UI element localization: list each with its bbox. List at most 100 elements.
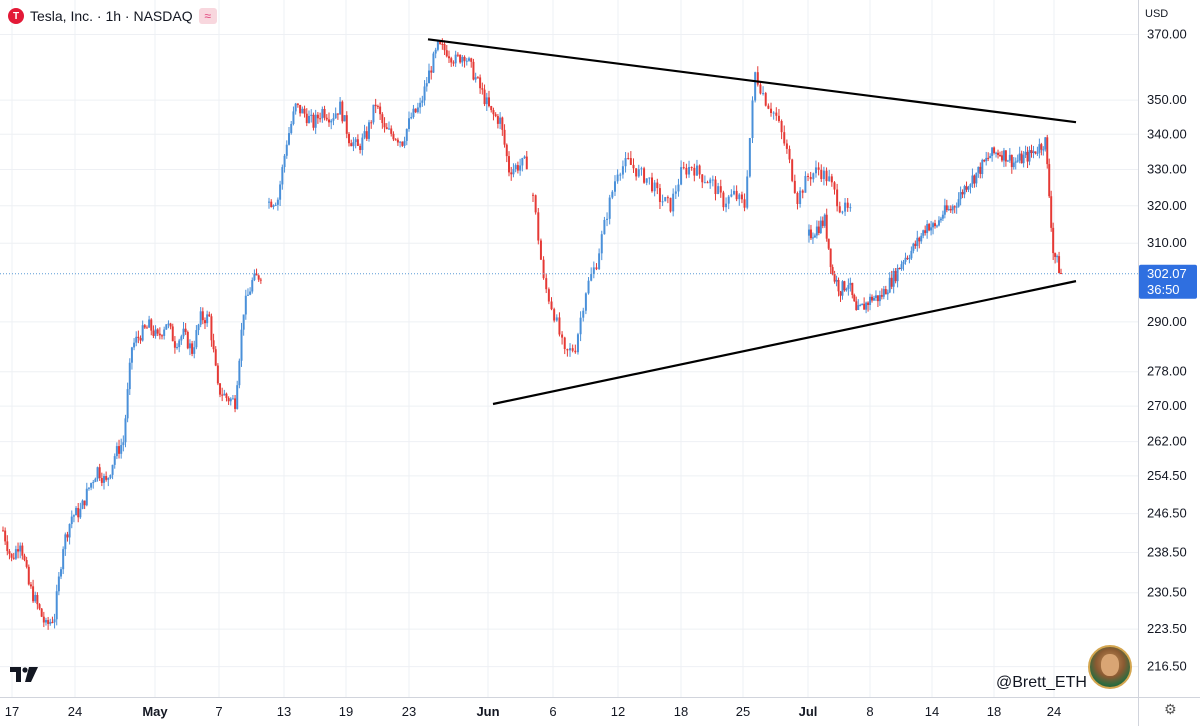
candle-down bbox=[846, 198, 849, 212]
candle-up bbox=[90, 482, 93, 491]
candle-down bbox=[365, 126, 368, 141]
candle-up bbox=[354, 137, 357, 149]
candle-body bbox=[308, 115, 310, 124]
candle-up bbox=[60, 566, 63, 580]
candle-body bbox=[943, 205, 946, 215]
candle-body bbox=[368, 122, 370, 139]
candle-up bbox=[405, 128, 408, 146]
candle-body bbox=[414, 108, 417, 113]
candle-down bbox=[1040, 142, 1043, 156]
candle-body bbox=[991, 147, 994, 156]
candle-body bbox=[42, 616, 45, 623]
settings-gear-icon[interactable]: ⚙ bbox=[1164, 701, 1177, 717]
candle-body bbox=[558, 317, 561, 335]
candle-body bbox=[102, 476, 105, 483]
candle-body bbox=[87, 487, 90, 489]
candle-up bbox=[955, 202, 958, 214]
candle-body bbox=[930, 227, 933, 231]
candle-up bbox=[738, 193, 741, 206]
candle-up bbox=[730, 189, 733, 198]
candle-down bbox=[40, 607, 43, 618]
candle-up bbox=[485, 92, 488, 111]
candle-up bbox=[957, 192, 960, 208]
candle-body bbox=[584, 293, 587, 311]
candle-body bbox=[865, 302, 868, 310]
candle-up bbox=[70, 510, 73, 529]
candle-down bbox=[137, 330, 140, 344]
candle-up bbox=[772, 111, 775, 120]
y-tick-label: 270.00 bbox=[1147, 398, 1187, 413]
candle-up bbox=[182, 322, 185, 340]
candle-body bbox=[253, 273, 256, 281]
candle-up bbox=[1006, 159, 1009, 162]
candle-down bbox=[325, 114, 328, 122]
candle-up bbox=[163, 326, 166, 340]
candle-body bbox=[120, 445, 123, 454]
candle-body bbox=[234, 398, 237, 409]
candle-down bbox=[740, 191, 743, 204]
candle-down bbox=[385, 123, 388, 130]
candle-down bbox=[894, 267, 897, 284]
candle-body bbox=[251, 280, 254, 292]
candle-body bbox=[839, 291, 842, 296]
candle-body bbox=[354, 139, 357, 143]
candle-up bbox=[120, 438, 123, 459]
candle-down bbox=[503, 124, 506, 148]
candle-body bbox=[434, 49, 437, 54]
candle-down bbox=[390, 125, 393, 137]
candle-body bbox=[305, 113, 308, 124]
candle-up bbox=[167, 320, 170, 329]
tradingview-logo-icon[interactable] bbox=[10, 664, 40, 684]
candle-down bbox=[270, 199, 273, 208]
candle-down bbox=[924, 225, 927, 236]
candle-down bbox=[825, 167, 828, 186]
candle-up bbox=[434, 47, 437, 59]
candle-up bbox=[902, 259, 905, 271]
currency-selector[interactable]: USD bbox=[1145, 8, 1169, 20]
candle-up bbox=[859, 303, 862, 307]
candle-body bbox=[352, 142, 355, 147]
candle-down bbox=[973, 174, 976, 188]
candle-body bbox=[857, 305, 860, 310]
candle-up bbox=[253, 269, 256, 282]
candle-down bbox=[4, 527, 7, 545]
candle-up bbox=[648, 177, 651, 185]
candle-up bbox=[812, 172, 815, 183]
candle-body bbox=[163, 329, 166, 336]
candle-down bbox=[690, 166, 693, 171]
candle-body bbox=[107, 477, 110, 480]
candle-down bbox=[463, 55, 466, 68]
candle-down bbox=[934, 219, 937, 229]
candle-body bbox=[216, 365, 219, 384]
candle-down bbox=[32, 579, 35, 603]
candle-body bbox=[979, 166, 982, 175]
indicator-wave-icon[interactable]: ≈ bbox=[198, 8, 217, 24]
y-tick-label: 262.00 bbox=[1147, 434, 1187, 449]
candle-down bbox=[542, 256, 545, 280]
candle-down bbox=[833, 181, 836, 195]
candle-down bbox=[456, 52, 459, 58]
candle-up bbox=[941, 210, 944, 222]
candle-body bbox=[953, 206, 956, 208]
candle-down bbox=[979, 162, 982, 179]
candle-body bbox=[624, 158, 627, 167]
candle-up bbox=[514, 163, 517, 173]
candle-up bbox=[133, 338, 136, 351]
candle-body bbox=[412, 108, 415, 118]
candle-body bbox=[1018, 153, 1021, 161]
candle-body bbox=[796, 192, 799, 204]
candle-body bbox=[1006, 160, 1009, 162]
candle-up bbox=[115, 442, 118, 460]
symbol-header[interactable]: T Tesla, Inc. · 1h · NASDAQ ≈ bbox=[8, 6, 217, 26]
candle-body bbox=[100, 477, 103, 483]
candle-body bbox=[372, 104, 375, 123]
candle-body bbox=[969, 184, 972, 187]
candle-body bbox=[829, 248, 832, 268]
candle-down bbox=[820, 164, 823, 182]
y-tick-label: 350.00 bbox=[1147, 92, 1187, 107]
candle-down bbox=[880, 288, 883, 300]
candle-body bbox=[664, 197, 667, 202]
candle-body bbox=[173, 341, 176, 348]
candle-body bbox=[70, 516, 73, 525]
